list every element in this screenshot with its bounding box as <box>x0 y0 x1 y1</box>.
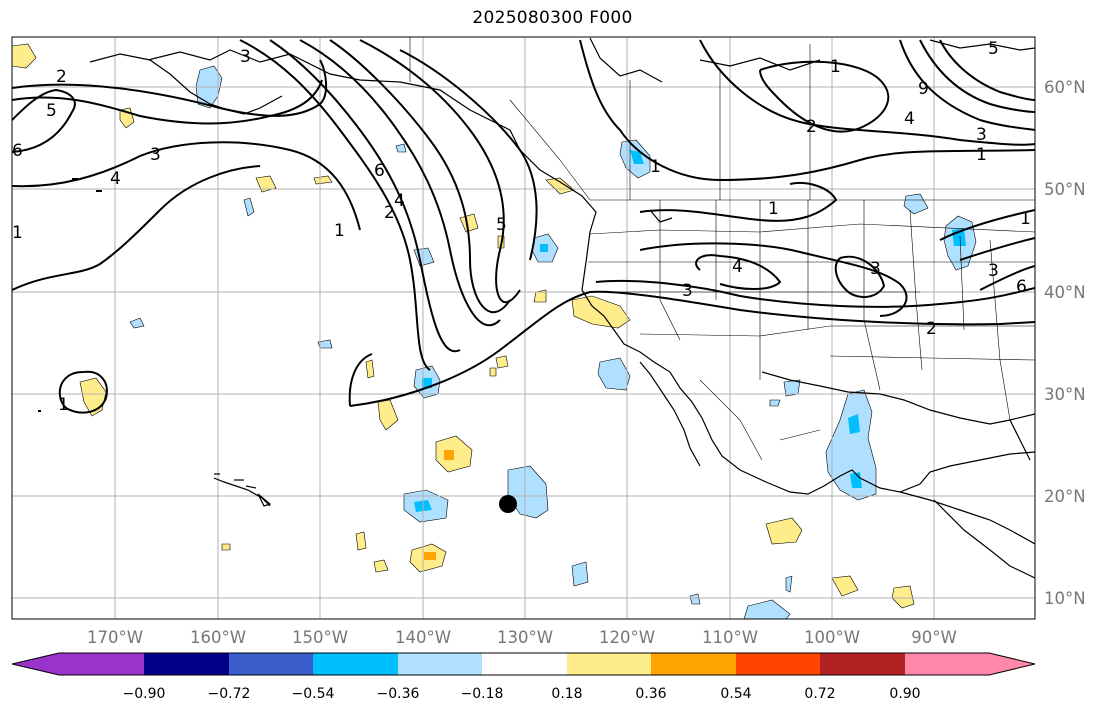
contour-labels: 2 5 4 3 6 1 3 6 2 1 4 5 1 2 1 9 5 4 3 1 … <box>12 39 1031 415</box>
lat-label: 50°N <box>1044 180 1086 199</box>
lon-label: 160°W <box>190 628 246 647</box>
lon-label: 120°W <box>599 628 655 647</box>
contour-label: 2 <box>926 319 937 339</box>
colorbar-segment <box>59 653 144 675</box>
longitude-labels: 170°W 160°W 150°W 140°W 130°W 120°W 110°… <box>87 628 957 647</box>
contour-label: 3 <box>240 47 251 67</box>
contour-label: 6 <box>374 161 385 181</box>
negative-anomaly-patches <box>129 65 977 619</box>
graticule <box>12 37 1035 619</box>
aleutian-islands <box>38 178 102 412</box>
colorbar-extend-high <box>989 653 1035 675</box>
contour-label: 1 <box>334 221 345 241</box>
hawaii-islands <box>214 473 272 507</box>
colorbar-segment <box>313 653 398 675</box>
contour-label: 1 <box>830 57 841 77</box>
lat-label: 30°N <box>1044 385 1086 404</box>
contour-label: 1 <box>12 223 23 243</box>
contour-label: 2 <box>56 67 67 87</box>
colorbar-segment <box>905 653 989 675</box>
contour-label: 5 <box>988 39 999 59</box>
contour-label: 5 <box>46 101 57 121</box>
colorbar-tick-labels: −0.90 −0.72 −0.54 −0.36 −0.18 0.18 0.36 … <box>123 686 921 702</box>
colorbar-tick: −0.72 <box>208 686 251 702</box>
lon-label: 100°W <box>804 628 860 647</box>
map-border <box>11 36 1036 620</box>
lon-label: 150°W <box>292 628 348 647</box>
colorbar-segment <box>144 653 229 675</box>
position-marker <box>499 495 517 513</box>
lat-label: 10°N <box>1044 589 1086 608</box>
coastlines <box>89 37 1035 579</box>
colorbar-tick: 0.90 <box>889 686 920 702</box>
lon-label: 130°W <box>497 628 553 647</box>
contour-label: 2 <box>384 203 395 223</box>
contour-label: 4 <box>904 109 915 129</box>
lon-label: 110°W <box>702 628 758 647</box>
colorbar-extend-low <box>12 653 59 675</box>
lat-label: 40°N <box>1044 283 1086 302</box>
lon-label: 140°W <box>395 628 451 647</box>
colorbar-tick: 0.36 <box>635 686 666 702</box>
contour-label: 5 <box>496 215 507 235</box>
contour-label: 1 <box>1020 209 1031 229</box>
colorbar-outline <box>11 652 1036 676</box>
political-borders <box>409 37 1035 461</box>
contour-label: 1 <box>976 145 987 165</box>
contour-label: 3 <box>150 145 161 165</box>
lat-label: 20°N <box>1044 487 1086 506</box>
colorbar-tick: −0.18 <box>461 686 504 702</box>
contour-label: 4 <box>732 257 743 277</box>
positive-anomaly-patches <box>12 43 915 609</box>
colorbar-tick: −0.54 <box>292 686 335 702</box>
lat-label: 60°N <box>1044 78 1086 97</box>
colorbar-segment <box>482 653 567 675</box>
contour-label: 1 <box>650 157 661 177</box>
contour-label: 9 <box>918 79 929 99</box>
contour-label: 4 <box>394 191 405 211</box>
contour-label: 2 <box>806 117 817 137</box>
colorbar-segment <box>820 653 905 675</box>
contour-label: 3 <box>988 261 999 281</box>
colorbar-segment <box>736 653 820 675</box>
contour-label: 6 <box>12 141 23 161</box>
colorbar-segment <box>398 653 482 675</box>
latitude-labels: 60°N 50°N 40°N 30°N 20°N 10°N <box>1044 78 1086 608</box>
map-title: 2025080300 F000 <box>472 8 633 28</box>
contour-label: 3 <box>682 281 693 301</box>
contour-label: 6 <box>1016 277 1027 297</box>
colorbar-tick: 0.18 <box>551 686 582 702</box>
contour-label: 3 <box>976 125 987 145</box>
map-panel <box>12 37 1035 619</box>
colorbar-tick: −0.90 <box>123 686 166 702</box>
contour-label: 1 <box>768 199 779 219</box>
contour-label: 4 <box>110 169 121 189</box>
colorbar-segment <box>567 653 651 675</box>
lon-label: 90°W <box>911 628 957 647</box>
contour-lines <box>12 39 1035 414</box>
colorbar-tick: 0.54 <box>720 686 751 702</box>
contour-label: 3 <box>870 259 881 279</box>
colorbar-segment <box>229 653 313 675</box>
contour-label: 1 <box>58 395 69 415</box>
colorbar-tick: 0.72 <box>804 686 835 702</box>
colorbar <box>11 652 1036 676</box>
colorbar-segment <box>651 653 736 675</box>
colorbar-tick: −0.36 <box>377 686 420 702</box>
lon-label: 170°W <box>87 628 143 647</box>
